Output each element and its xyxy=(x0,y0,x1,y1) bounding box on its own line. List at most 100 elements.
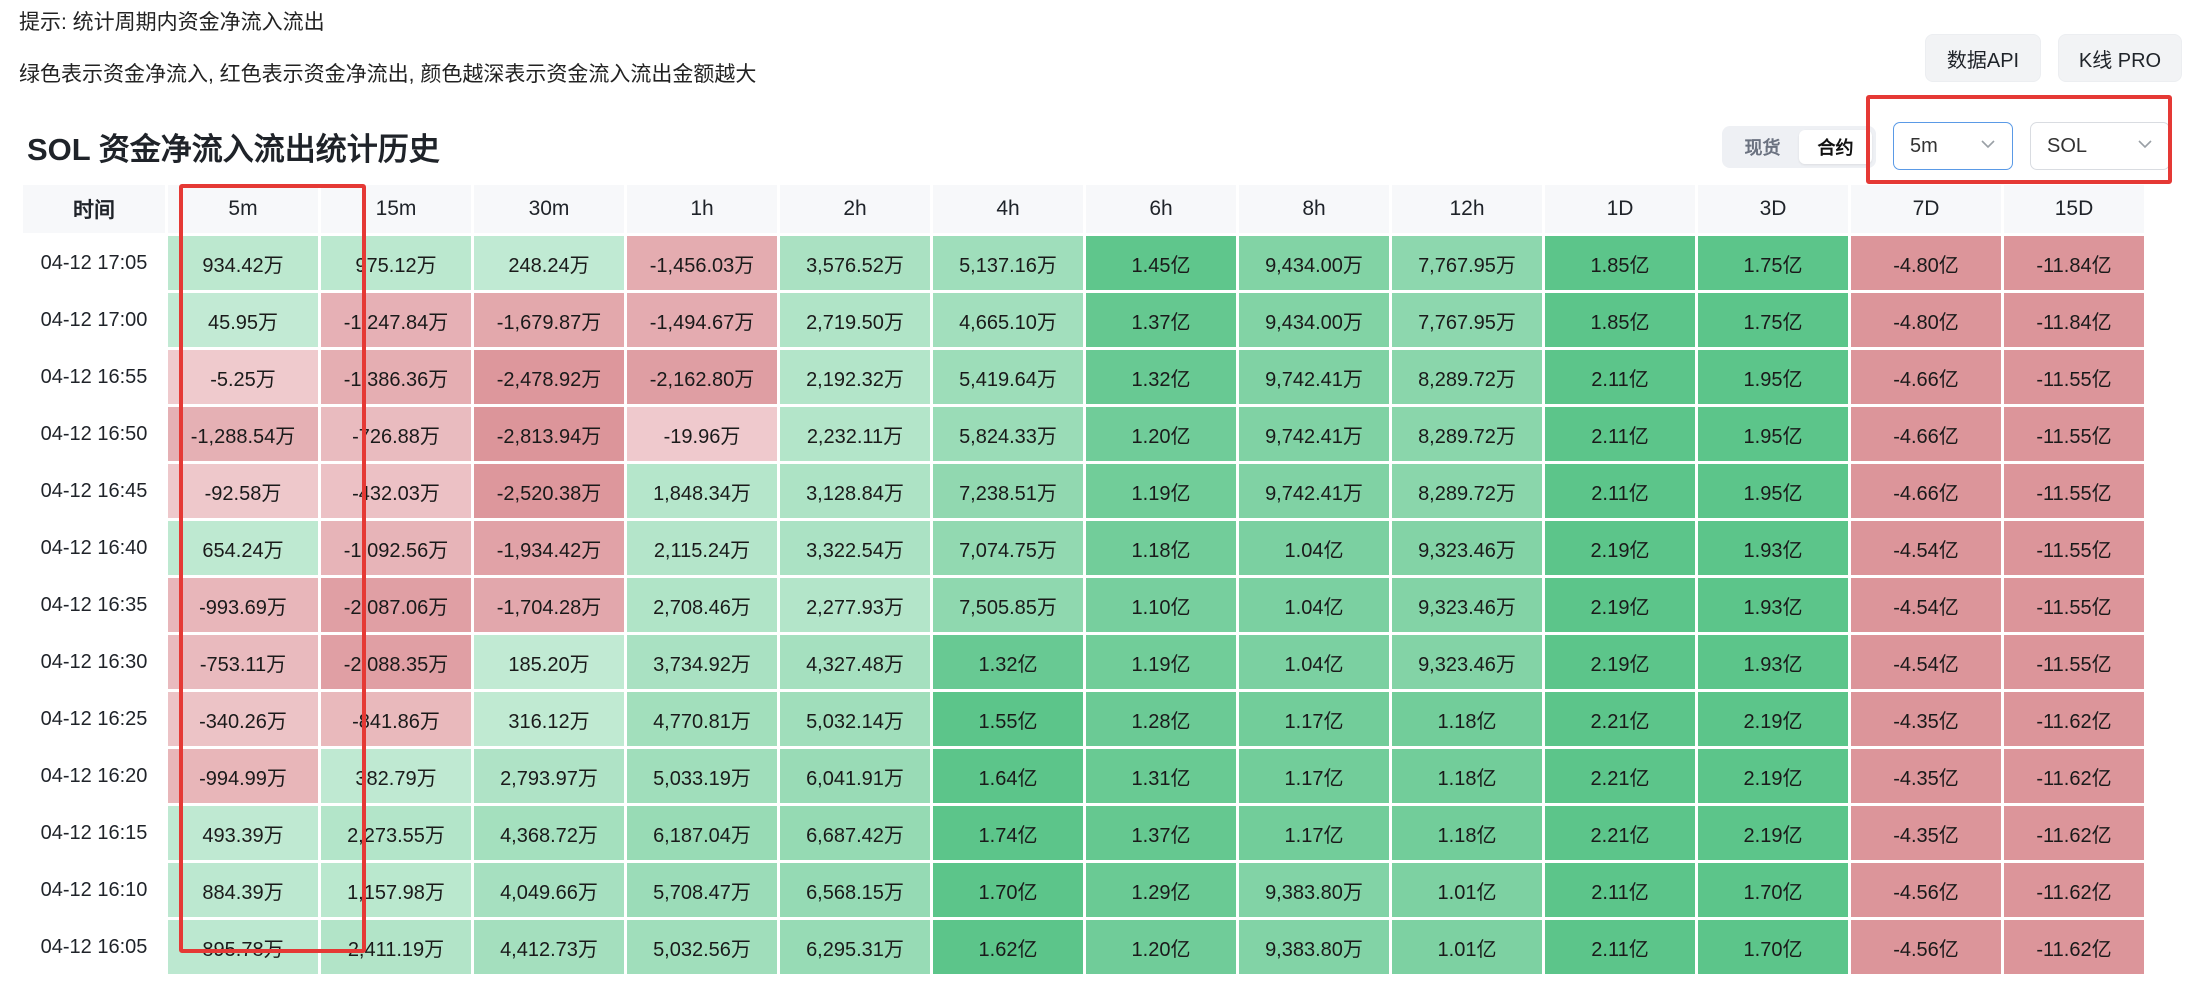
flow-cell: 6,295.31万 xyxy=(780,920,930,974)
flow-cell: 2,793.97万 xyxy=(474,749,624,803)
flow-cell: 2.11亿 xyxy=(1545,920,1695,974)
flow-cell: 382.79万 xyxy=(321,749,471,803)
flow-cell: 4,770.81万 xyxy=(627,692,777,746)
flow-cell: -11.55亿 xyxy=(2004,464,2144,518)
flow-cell: 493.39万 xyxy=(168,806,318,860)
flow-cell: 2,273.55万 xyxy=(321,806,471,860)
flow-cell: -340.26万 xyxy=(168,692,318,746)
coin-select[interactable]: SOL xyxy=(2030,122,2170,170)
flow-cell: -11.84亿 xyxy=(2004,236,2144,290)
flow-cell: 2.19亿 xyxy=(1698,749,1848,803)
flow-cell: 45.95万 xyxy=(168,293,318,347)
column-header: 5m xyxy=(168,185,318,233)
table-row: 04-12 16:25 -340.26万 -841.86万 316.12万 4,770.… xyxy=(23,692,2144,746)
flow-cell: -4.66亿 xyxy=(1851,350,2001,404)
flow-cell: 1.01亿 xyxy=(1392,920,1542,974)
flow-cell: 895.78万 xyxy=(168,920,318,974)
flow-cell: 2.11亿 xyxy=(1545,350,1695,404)
flow-cell: 2,411.19万 xyxy=(321,920,471,974)
flow-cell: 1.93亿 xyxy=(1698,521,1848,575)
row-time: 04-12 16:10 xyxy=(23,863,165,917)
flow-cell: 2,192.32万 xyxy=(780,350,930,404)
coin-select-value: SOL xyxy=(2047,134,2088,157)
fund-flow-table: 时间 5m 15m 30m 1h 2h 4h 6h 8h 12h 1D 3D 7D 15D 04-12 1… xyxy=(20,182,2147,977)
flow-cell: 1.55亿 xyxy=(933,692,1083,746)
column-header: 1h xyxy=(627,185,777,233)
flow-cell: 2.11亿 xyxy=(1545,863,1695,917)
hint-line-1: 提示: 统计周期内资金净流入流出 xyxy=(19,11,325,34)
flow-cell: 9,383.80万 xyxy=(1239,920,1389,974)
toggle-futures[interactable]: 合约 xyxy=(1799,130,1872,164)
flow-cell: 1.31亿 xyxy=(1086,749,1236,803)
row-time: 04-12 16:35 xyxy=(23,578,165,632)
column-header: 30m xyxy=(474,185,624,233)
flow-cell: -1,288.54万 xyxy=(168,407,318,461)
flow-cell: 7,505.85万 xyxy=(933,578,1083,632)
table-row: 04-12 16:50 -1,288.54万 -726.88万 -2,813.94万 -… xyxy=(23,407,2144,461)
flow-cell: -4.56亿 xyxy=(1851,863,2001,917)
flow-cell: -92.58万 xyxy=(168,464,318,518)
flow-cell: -1,456.03万 xyxy=(627,236,777,290)
flow-cell: -11.62亿 xyxy=(2004,749,2144,803)
flow-cell: 7,767.95万 xyxy=(1392,236,1542,290)
toggle-spot[interactable]: 现货 xyxy=(1744,138,1781,158)
flow-cell: 1.19亿 xyxy=(1086,464,1236,518)
table-row: 04-12 16:40 654.24万 -1,092.56万 -1,934.42万 2,… xyxy=(23,521,2144,575)
flow-cell: 5,419.64万 xyxy=(933,350,1083,404)
flow-cell: 1.17亿 xyxy=(1239,749,1389,803)
flow-cell: 1.32亿 xyxy=(1086,350,1236,404)
flow-cell: 1.75亿 xyxy=(1698,293,1848,347)
flow-cell: 1.32亿 xyxy=(933,635,1083,689)
flow-cell: 1.04亿 xyxy=(1239,635,1389,689)
row-time: 04-12 17:05 xyxy=(23,236,165,290)
flow-cell: -1,247.84万 xyxy=(321,293,471,347)
flow-cell: -4.35亿 xyxy=(1851,806,2001,860)
flow-cell: 1.37亿 xyxy=(1086,806,1236,860)
page-title: SOL 资金净流入流出统计历史 xyxy=(27,132,440,167)
table-row: 04-12 17:00 45.95万 -1,247.84万 -1,679.87万 -1,… xyxy=(23,293,2144,347)
column-header: 2h xyxy=(780,185,930,233)
flow-cell: 1.17亿 xyxy=(1239,692,1389,746)
flow-cell: 8,289.72万 xyxy=(1392,464,1542,518)
column-header: 3D xyxy=(1698,185,1848,233)
row-time: 04-12 16:05 xyxy=(23,920,165,974)
column-header: 6h xyxy=(1086,185,1236,233)
data-api-button[interactable]: 数据API xyxy=(1925,34,2041,82)
flow-cell: 1.29亿 xyxy=(1086,863,1236,917)
column-header: 15m xyxy=(321,185,471,233)
flow-cell: 2,115.24万 xyxy=(627,521,777,575)
row-time: 04-12 17:00 xyxy=(23,293,165,347)
flow-cell: 7,074.75万 xyxy=(933,521,1083,575)
flow-cell: -4.56亿 xyxy=(1851,920,2001,974)
table-row: 04-12 16:30 -753.11万 -2,088.35万 185.20万 3,73… xyxy=(23,635,2144,689)
flow-cell: 1.17亿 xyxy=(1239,806,1389,860)
flow-cell: -994.99万 xyxy=(168,749,318,803)
flow-cell: 1.93亿 xyxy=(1698,635,1848,689)
flow-cell: 5,032.14万 xyxy=(780,692,930,746)
flow-cell: -4.80亿 xyxy=(1851,236,2001,290)
interval-select[interactable]: 5m xyxy=(1893,122,2013,170)
flow-cell: 1.45亿 xyxy=(1086,236,1236,290)
kline-pro-button[interactable]: K线 PRO xyxy=(2058,34,2182,82)
row-time: 04-12 16:40 xyxy=(23,521,165,575)
flow-cell: -11.62亿 xyxy=(2004,692,2144,746)
flow-cell: 9,383.80万 xyxy=(1239,863,1389,917)
flow-cell: 8,289.72万 xyxy=(1392,407,1542,461)
flow-cell: 2.19亿 xyxy=(1698,806,1848,860)
flow-cell: 1.95亿 xyxy=(1698,350,1848,404)
flow-cell: 7,238.51万 xyxy=(933,464,1083,518)
flow-cell: 1.28亿 xyxy=(1086,692,1236,746)
flow-cell: 1.18亿 xyxy=(1086,521,1236,575)
flow-cell: 1.70亿 xyxy=(933,863,1083,917)
flow-cell: 2,708.46万 xyxy=(627,578,777,632)
flow-cell: 9,742.41万 xyxy=(1239,464,1389,518)
table-body: 04-12 17:05 934.42万 975.12万 248.24万 -1,456.0… xyxy=(23,236,2144,974)
flow-cell: -2,088.35万 xyxy=(321,635,471,689)
row-time: 04-12 16:50 xyxy=(23,407,165,461)
market-toggle: 现货 合约 xyxy=(1722,126,1876,168)
column-header-time: 时间 xyxy=(23,185,165,233)
flow-cell: -4.54亿 xyxy=(1851,578,2001,632)
row-time: 04-12 16:30 xyxy=(23,635,165,689)
flow-cell: 934.42万 xyxy=(168,236,318,290)
flow-cell: 1.64亿 xyxy=(933,749,1083,803)
